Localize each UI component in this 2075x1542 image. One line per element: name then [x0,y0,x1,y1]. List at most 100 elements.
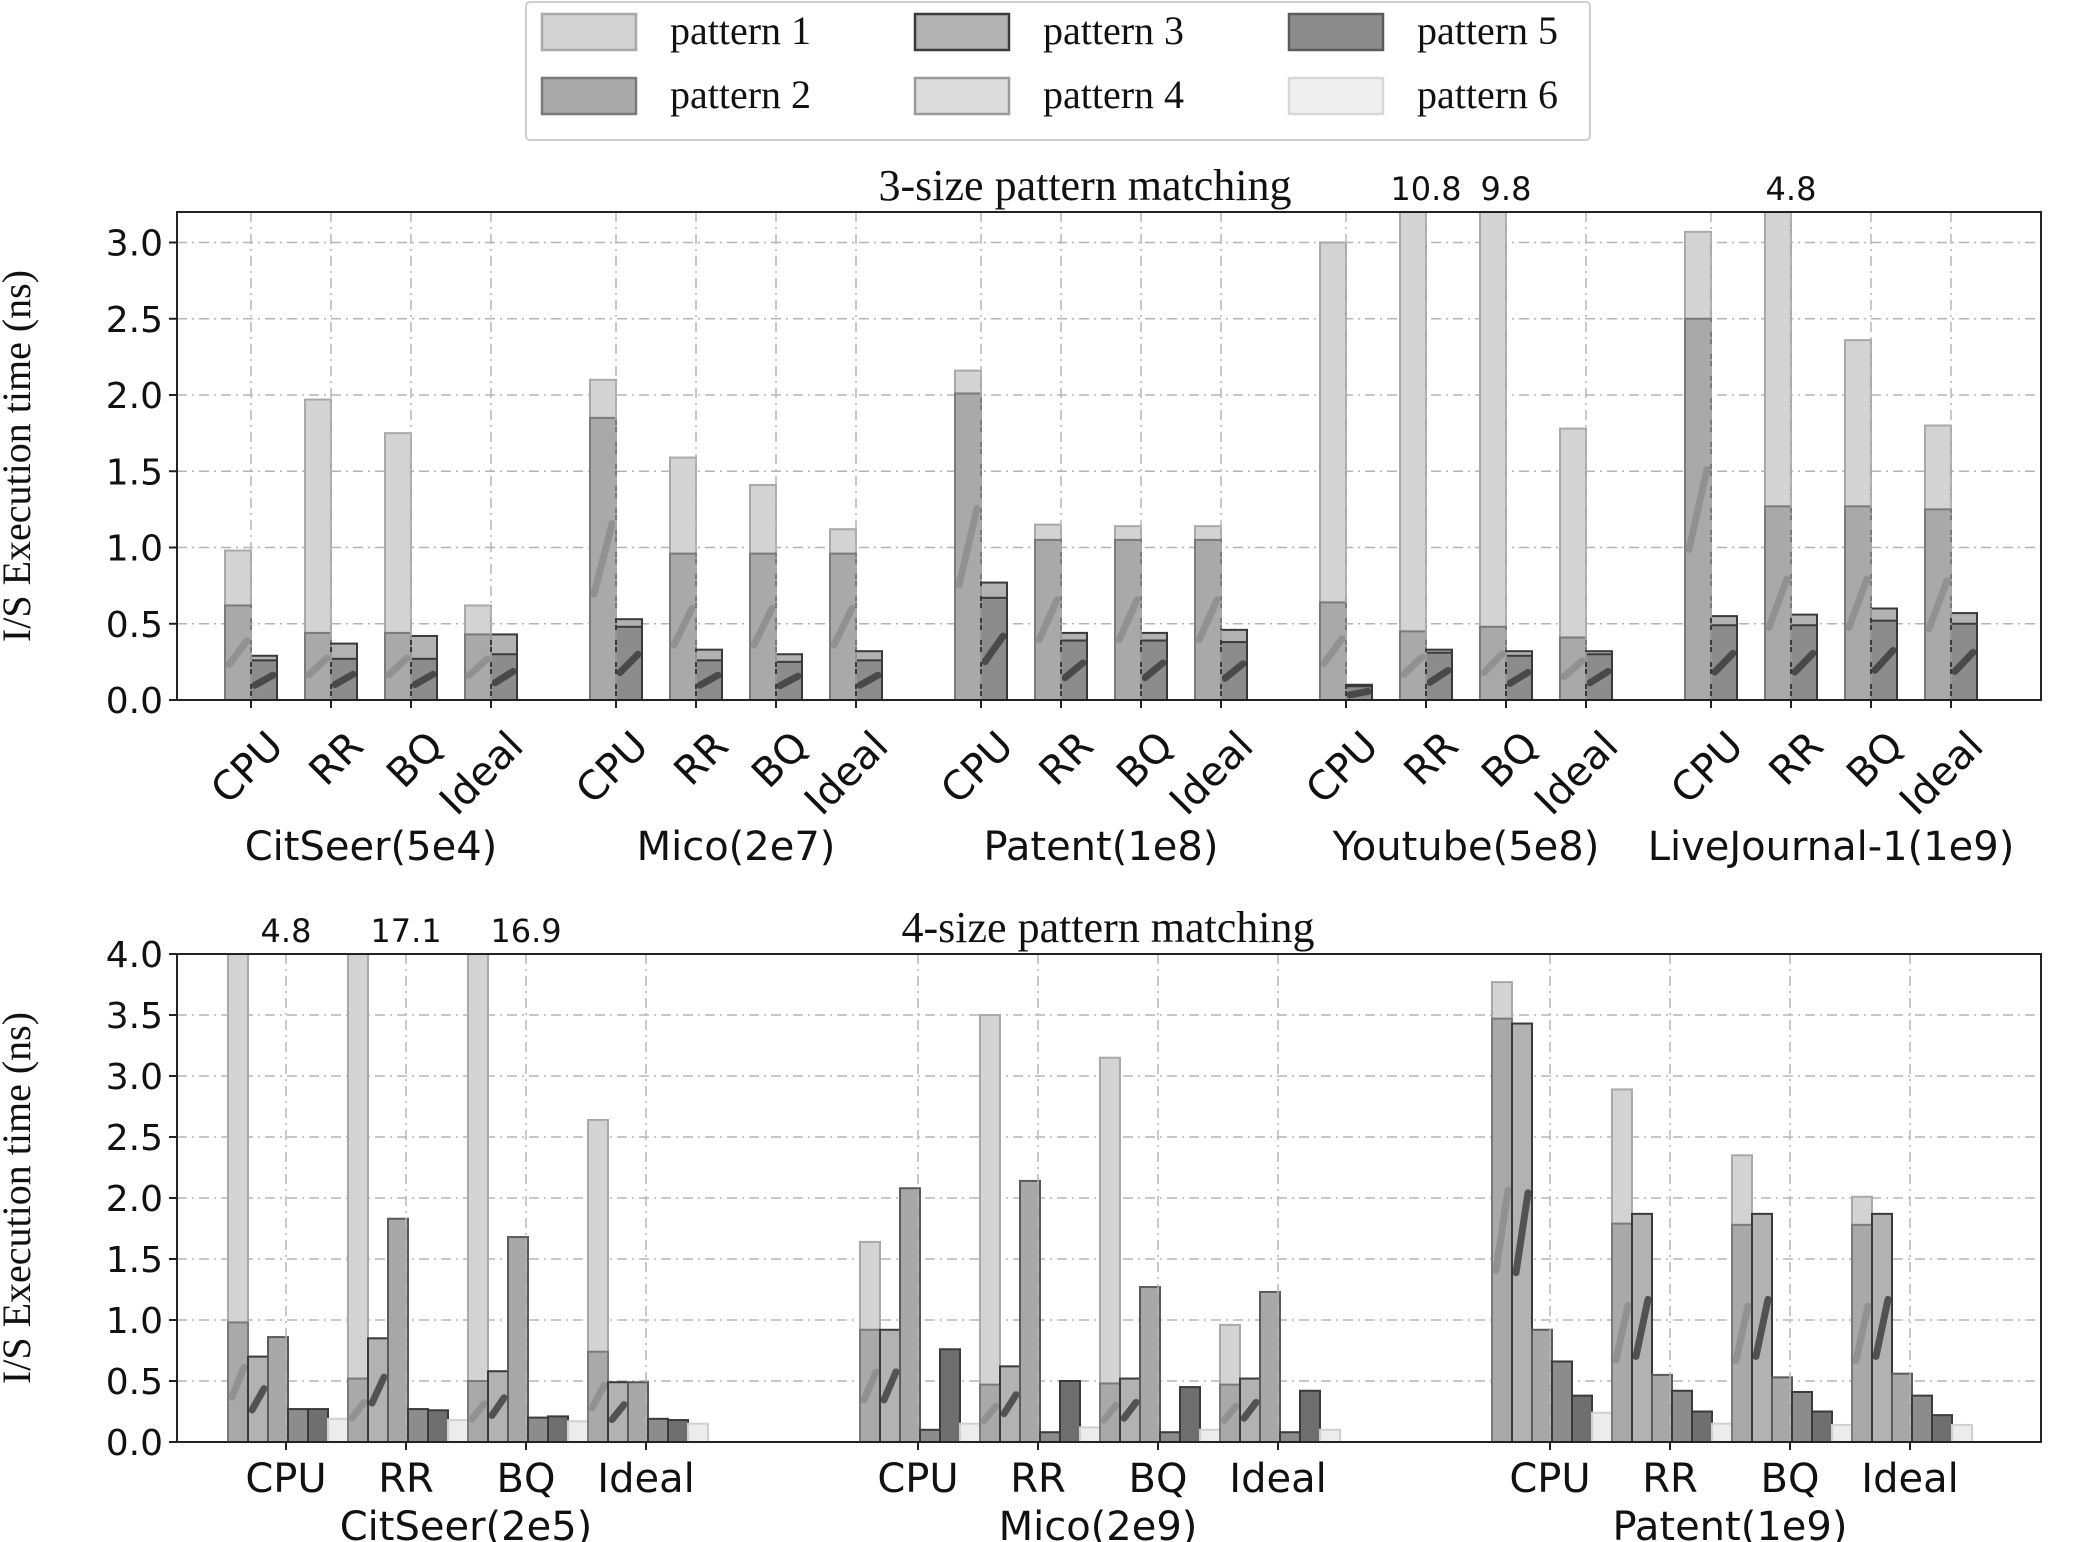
legend-label: pattern 1 [670,8,811,53]
x-tick-label: CPU [932,723,1022,813]
bar [1551,1360,1573,1442]
legend-entry: pattern 4 [913,72,1184,117]
x-tick-label: RR [1396,723,1468,795]
bar-hatch [590,520,616,598]
bar [1199,1428,1221,1442]
bar-hatch [1791,649,1817,676]
bar [959,1422,981,1442]
bar [490,653,518,700]
bar-hatch [1765,575,1791,631]
bar [267,1336,289,1442]
legend-label: pattern 2 [670,72,811,117]
y-tick-label: 1.0 [106,1301,163,1342]
dataset-label: Mico(2e9) [999,1504,1198,1542]
bar-hatch [776,672,802,690]
y-tick-label: 1.5 [106,452,163,493]
legend-entry: pattern 3 [913,8,1184,53]
bar [327,1417,349,1442]
bar-hatch [955,504,981,589]
x-tick-label: Ideal [1229,1456,1326,1502]
bar [1279,1431,1301,1442]
overflow-label: 17.1 [370,912,441,950]
overflow-label: 4.8 [261,912,312,950]
bar [1951,1423,1973,1442]
x-tick-label: RR [378,1456,434,1502]
bars [224,212,1978,700]
dataset-label: CitSeer(5e4) [245,824,498,870]
bar [527,1416,549,1442]
bar-hatch [468,1400,488,1423]
legend-swatch [913,76,1011,116]
bar [1319,1428,1341,1442]
bar [1425,651,1453,700]
y-tick-label: 2.5 [106,300,163,341]
legend-swatch [1287,12,1385,52]
bar-hatch [1120,1398,1140,1422]
bar [1791,1390,1813,1442]
y-tick-label: 4.0 [106,935,163,976]
dataset-label: Youtube(5e8) [1332,824,1600,870]
legend-entry: pattern 2 [540,72,811,117]
bar [347,954,369,1442]
bar-hatch [1732,1302,1752,1365]
bar [1811,1410,1833,1442]
legend-entry: pattern 5 [1287,8,1558,53]
legend-entry: pattern 6 [1287,72,1558,117]
dataset-label: Patent(1e9) [1613,1504,1848,1542]
bar-hatch [1400,653,1426,678]
bar [1079,1426,1101,1442]
bar-hatch [750,605,776,649]
bar-hatch [1492,1186,1512,1274]
bar-hatch [588,1382,608,1412]
bar-hatch [696,671,722,689]
bar-hatch [1586,667,1612,687]
bar-hatch [860,1368,880,1404]
y-tick-label: 2.0 [106,376,163,417]
y-axis-label: I/S Execution time (ns) [0,1012,39,1384]
legend-label: pattern 4 [1043,72,1184,117]
bar [899,1187,921,1442]
x-tick-label: Ideal [1861,1456,1958,1502]
y-tick-label: 0.0 [106,681,163,722]
bar [687,1422,709,1442]
bar [1891,1372,1913,1442]
bar-hatch [616,650,642,677]
bar [1711,1422,1733,1442]
x-tick-label: CPU [1297,723,1387,813]
bar [979,1014,1001,1442]
bar [427,1409,449,1442]
x-tick-label: RR [1010,1456,1066,1502]
x-tick-label: CPU [567,723,657,813]
bar-hatch [880,1368,900,1404]
y-axis-label: I/S Execution time (ns) [0,270,39,642]
x-tick-label: Ideal [796,723,897,824]
bar-hatch [1711,649,1737,676]
x-tick-label: RR [301,723,373,795]
bar [695,659,723,700]
dataset-label: LiveJournal-1(1e9) [1648,824,2015,870]
bar [1139,1286,1161,1442]
overflow-label: 9.8 [1481,170,1532,208]
bar [1531,1328,1553,1442]
bar-hatch [856,671,882,689]
x-tick-label: BQ [1129,1456,1188,1502]
bar [1684,317,1712,700]
bar-hatch [1685,465,1711,553]
bar-hatch [251,671,277,689]
bar [1911,1394,1933,1442]
bar-hatch [1925,577,1951,633]
legend-swatch [913,12,1011,52]
bar-hatch [1035,596,1061,644]
bar [1259,1290,1281,1442]
bar-hatch [608,1401,628,1424]
bar [1479,212,1507,700]
bars [227,954,1973,1442]
x-tick-label: CPU [1662,723,1752,813]
bar [1399,212,1427,700]
bar [467,954,489,1442]
bar [1651,1373,1673,1442]
bar-hatch [1195,596,1221,644]
y-tick-label: 0.5 [106,1362,163,1403]
legend-swatch [540,12,638,52]
